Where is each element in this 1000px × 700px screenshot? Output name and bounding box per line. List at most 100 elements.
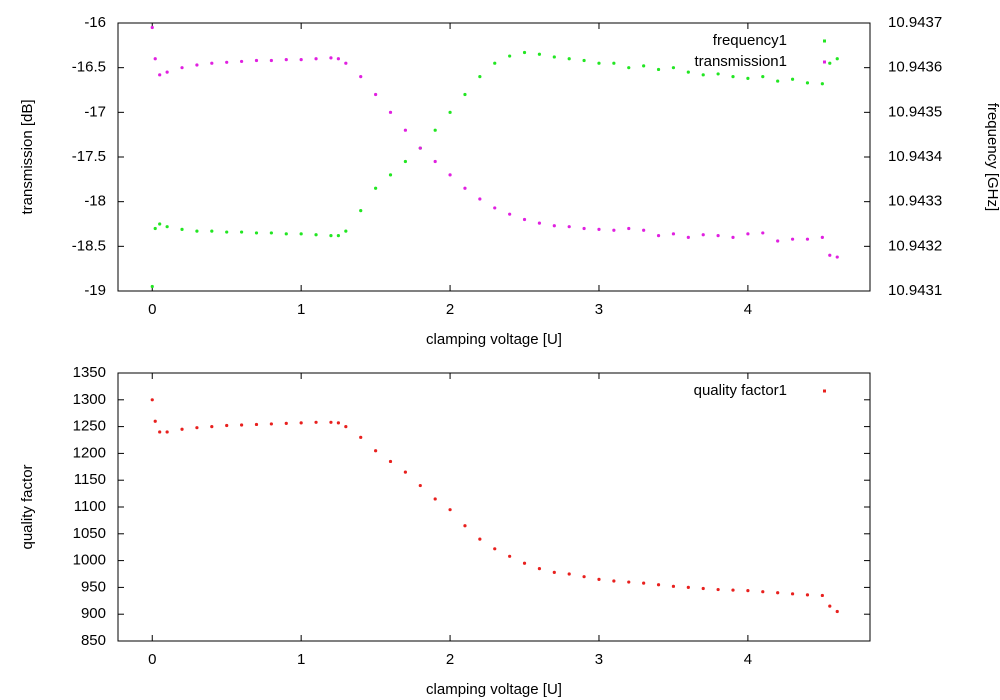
data-point [776,591,780,595]
data-point [463,524,467,528]
data-point [314,57,318,61]
data-point [210,229,214,233]
y2-tick-label: 10.9437 [888,14,942,31]
data-point [805,81,810,85]
data-point [582,575,586,579]
data-point [493,206,497,210]
data-point [835,57,839,61]
data-point [336,234,340,238]
legend-label: transmission1 [694,53,787,70]
data-point [552,224,556,228]
x-tick-label: 0 [148,651,156,668]
x-tick-label: 4 [744,301,752,318]
data-point [597,61,601,65]
legend-label: quality factor1 [694,382,787,399]
data-point [716,72,720,76]
data-point [522,50,527,55]
data-point [374,449,378,453]
y-tick-label: 1350 [73,364,106,381]
data-point [195,229,199,233]
data-point [165,225,169,229]
y2-axis-label: frequency [GHz] [984,103,1000,211]
data-point [656,67,661,72]
data-point [478,197,482,201]
data-point [686,585,690,590]
data-point [731,75,735,79]
data-point [388,459,393,464]
y2-tick-label: 10.9434 [888,148,942,165]
data-point [314,420,318,424]
y-tick-label: 1200 [73,444,106,461]
data-point [790,77,795,81]
data-point [731,235,735,239]
y-axis-label: transmission [dB] [19,99,36,214]
data-point [582,58,586,63]
data-point [835,609,839,614]
data-point [433,497,437,501]
data-point [448,173,452,177]
data-point [329,234,333,238]
x-axis-label: clamping voltage [U] [426,681,562,698]
data-point [433,159,437,164]
data-point [761,231,765,235]
x-tick-label: 4 [744,651,752,668]
x-tick-label: 1 [297,651,305,668]
y2-tick-label: 10.9431 [888,282,942,299]
x-axis-label: clamping voltage [U] [426,331,562,348]
x-tick-label: 0 [148,301,156,318]
data-point [239,59,244,64]
data-point [567,225,571,229]
data-point [314,233,318,237]
data-point [746,76,750,80]
y-tick-label: -17 [84,103,106,120]
data-point [388,110,393,114]
data-point [254,58,259,63]
data-point [150,284,154,289]
data-point [165,70,169,74]
data-point [686,235,690,239]
data-point [239,230,244,234]
data-point [493,547,497,551]
data-point [686,70,690,74]
data-point [820,235,824,239]
data-point [225,423,229,428]
data-point [403,159,407,164]
data-point [746,232,750,236]
data-point [508,54,512,58]
data-point [180,227,184,231]
data-point [210,425,214,429]
data-point [150,25,154,30]
data-point [344,425,348,429]
data-point [612,579,616,583]
data-point [448,508,452,512]
data-point [552,55,556,59]
y-tick-label: 1150 [74,471,106,488]
y2-tick-label: 10.9435 [888,103,942,120]
data-point [329,56,333,60]
x-tick-label: 2 [446,651,454,668]
data-point [761,75,765,79]
data-point [716,587,720,592]
data-point [776,239,780,243]
data-point [336,57,340,61]
data-point [582,226,586,231]
data-point [642,64,646,68]
data-point [776,79,780,83]
y-tick-label: 1000 [73,552,106,569]
data-point [642,228,646,232]
data-point [597,577,601,581]
data-point [761,590,765,594]
y-tick-label: 1100 [74,498,106,515]
data-point [701,73,705,77]
data-point [627,580,631,584]
data-point [820,82,824,86]
data-point [418,146,422,150]
data-point [403,128,407,132]
legend-marker [823,39,826,43]
data-point [153,226,157,231]
data-point [158,73,162,77]
data-point [158,430,162,434]
data-point [269,422,273,426]
